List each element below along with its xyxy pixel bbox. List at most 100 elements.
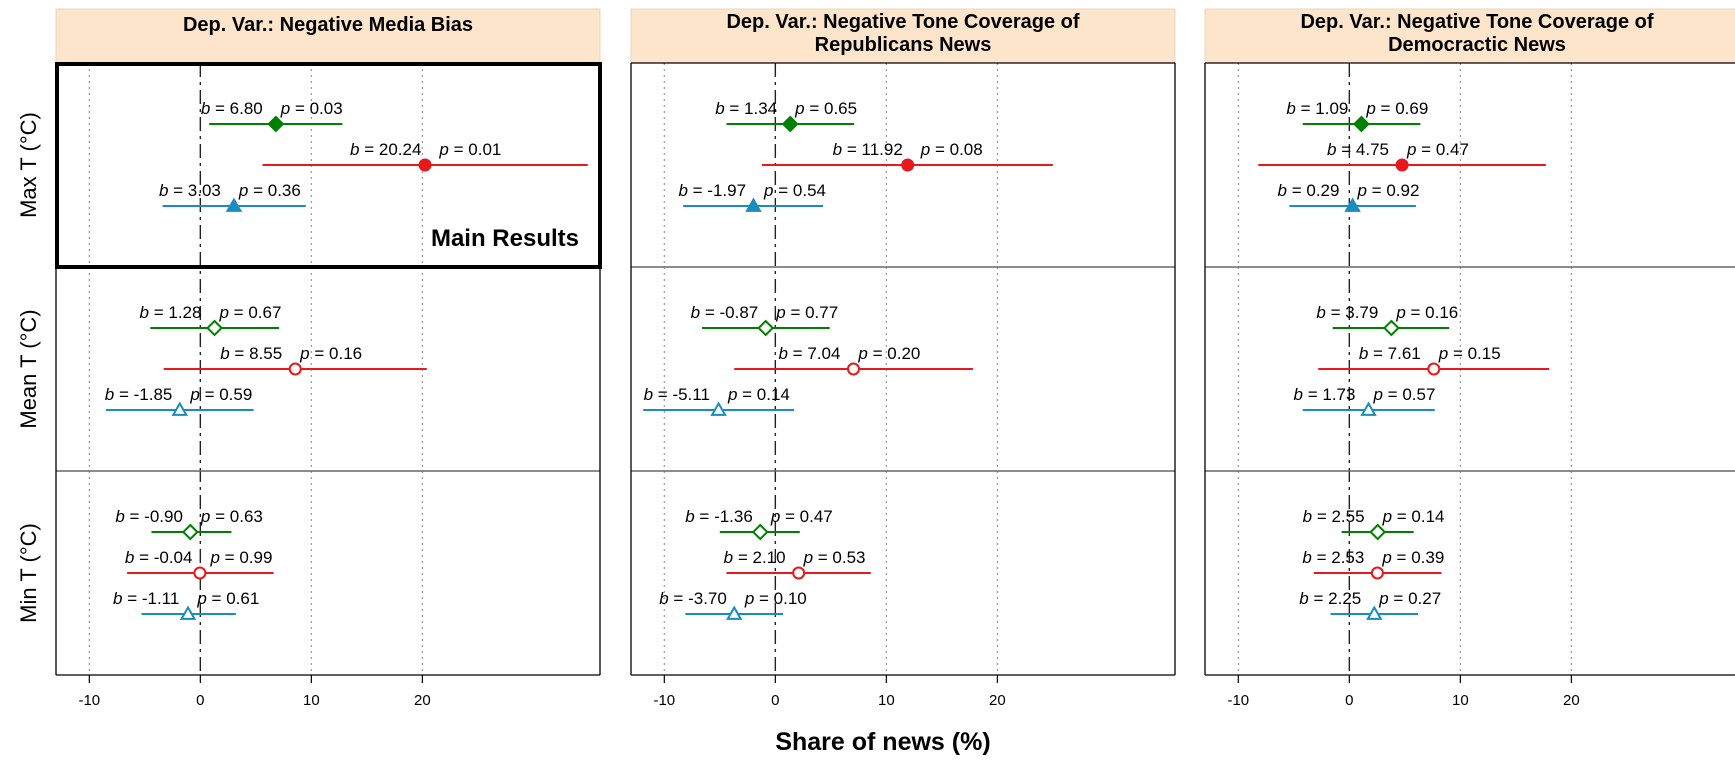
- equals-sign: =: [1326, 303, 1345, 322]
- point-triangle: [1344, 197, 1361, 212]
- coef-annotation: b = -3.70 p = 0.10: [659, 589, 807, 608]
- b-symbol: b: [659, 589, 668, 608]
- coef-annotation: b = 2.10 p = 0.53: [724, 548, 866, 567]
- b-symbol: b: [1278, 181, 1287, 200]
- point-diamond: [1382, 319, 1400, 337]
- coef-annotation: b = 20.24 p = 0.01: [350, 140, 501, 159]
- b-value: 1.73: [1322, 385, 1355, 404]
- b-value: -0.90: [144, 507, 183, 526]
- coef-annotation: b = 11.92 p = 0.08: [833, 140, 983, 159]
- coef-annotation: b = -1.36 p = 0.47: [685, 507, 833, 526]
- p-value: 0.65: [824, 99, 857, 118]
- p-value: 0.92: [1386, 181, 1419, 200]
- b-value: 6.80: [230, 99, 263, 118]
- equals-sign: =: [230, 344, 249, 363]
- point-triangle: [1360, 401, 1377, 416]
- equals-sign: =: [1368, 344, 1387, 363]
- point-circle: [418, 158, 432, 172]
- point-diamond: [757, 319, 775, 337]
- p-symbol: p: [727, 385, 737, 404]
- p-symbol: p: [1365, 99, 1375, 118]
- panel-column-1: Dep. Var.: Negative Media Bias -10 0 10 20 b …: [55, 8, 601, 709]
- panel-column-3: Dep. Var.: Negative Tone Coverage ofDemo…: [1204, 8, 1735, 709]
- equals-sign: =: [1287, 181, 1306, 200]
- coef-annotation: b = 3.79 p = 0.16: [1316, 303, 1458, 322]
- x-tick-label: 20: [1563, 692, 1580, 709]
- equals-sign: =: [754, 589, 773, 608]
- coef-annotation: b = 0.29 p = 0.92: [1278, 181, 1420, 200]
- equals-sign: =: [1337, 140, 1356, 159]
- b-value: -0.87: [720, 303, 759, 322]
- row-label: Max T (°C): [16, 112, 41, 218]
- equals-sign: =: [868, 344, 887, 363]
- coef-annotation: b = 2.55 p = 0.14: [1303, 507, 1445, 526]
- b-value: -0.04: [154, 548, 193, 567]
- equals-sign: =: [125, 507, 144, 526]
- equals-sign: =: [1416, 140, 1435, 159]
- b-value: 0.29: [1306, 181, 1339, 200]
- b-symbol: b: [715, 99, 724, 118]
- point-circle: [1395, 158, 1409, 172]
- p-symbol: p: [1438, 344, 1448, 363]
- equals-sign: =: [360, 140, 379, 159]
- b-value: 7.04: [807, 344, 840, 363]
- equals-sign: =: [1392, 507, 1411, 526]
- equals-sign: =: [813, 548, 832, 567]
- b-value: 8.55: [249, 344, 282, 363]
- point-triangle: [726, 605, 743, 620]
- b-value: 2.53: [1331, 548, 1364, 567]
- p-symbol: p: [299, 344, 309, 363]
- equals-sign: =: [1367, 181, 1386, 200]
- p-value: 0.59: [219, 385, 252, 404]
- equals-sign: =: [695, 507, 714, 526]
- p-value: 0.14: [1411, 507, 1444, 526]
- b-symbol: b: [1303, 507, 1312, 526]
- row-label: Mean T (°C): [16, 309, 41, 428]
- point-diamond: [1369, 523, 1387, 541]
- coef-annotation: b = -5.11 p = 0.14: [644, 385, 790, 404]
- p-symbol: p: [920, 140, 930, 159]
- p-value: 0.77: [805, 303, 838, 322]
- p-symbol: p: [238, 181, 248, 200]
- coef-annotation: b = 8.55 p = 0.16: [220, 344, 362, 363]
- x-tick-label: 0: [196, 692, 204, 709]
- x-tick-label: 10: [1452, 692, 1469, 709]
- coef-annotation: b = 3.03 p = 0.36: [159, 181, 301, 200]
- p-value: 0.67: [248, 303, 281, 322]
- equals-sign: =: [1383, 385, 1402, 404]
- b-value: 1.09: [1315, 99, 1348, 118]
- equals-sign: =: [930, 140, 949, 159]
- p-symbol: p: [438, 140, 448, 159]
- b-value: 3.03: [188, 181, 221, 200]
- strip-header: [1204, 8, 1735, 64]
- b-symbol: b: [1286, 99, 1295, 118]
- equals-sign: =: [780, 507, 799, 526]
- point-circle: [846, 362, 860, 376]
- point-diamond: [267, 115, 285, 133]
- equals-sign: =: [653, 385, 672, 404]
- p-symbol: p: [209, 548, 219, 567]
- point-circle: [288, 362, 302, 376]
- point-diamond: [1353, 115, 1370, 133]
- b-value: -1.97: [707, 181, 746, 200]
- p-value: 0.61: [226, 589, 259, 608]
- equals-sign: =: [200, 385, 219, 404]
- p-symbol: p: [1356, 181, 1366, 200]
- point-diamond: [206, 319, 223, 337]
- x-tick-label: 10: [303, 692, 320, 709]
- b-value: -5.11: [672, 385, 710, 404]
- p-value: 0.08: [950, 140, 983, 159]
- equals-sign: =: [700, 303, 719, 322]
- equals-sign: =: [688, 181, 707, 200]
- b-value: 2.25: [1328, 589, 1361, 608]
- b-symbol: b: [220, 344, 229, 363]
- equals-sign: =: [805, 99, 824, 118]
- x-tick-label: 20: [989, 692, 1006, 709]
- coef-annotation: b = 1.28 p = 0.67: [140, 303, 282, 322]
- equals-sign: =: [290, 99, 309, 118]
- equals-sign: =: [1296, 99, 1315, 118]
- x-tick-label: 0: [771, 692, 779, 709]
- p-symbol: p: [1381, 548, 1391, 567]
- b-symbol: b: [159, 181, 168, 200]
